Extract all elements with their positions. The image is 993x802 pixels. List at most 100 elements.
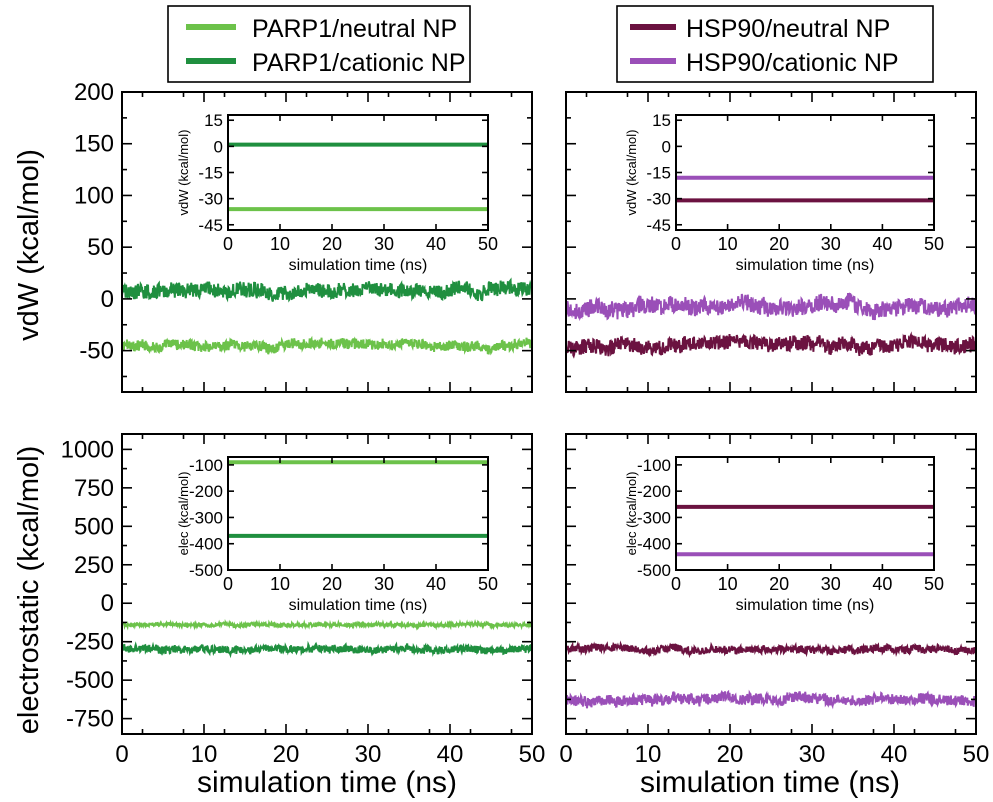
inset-y-tick-label: -15 xyxy=(198,164,223,183)
inset-xlabel: simulation time (ns) xyxy=(289,597,428,614)
inset-y-tick-label: 0 xyxy=(214,137,223,156)
inset-x-tick-label: 30 xyxy=(821,574,841,594)
inset-y-tick-label: -200 xyxy=(189,482,223,501)
x-tick-label: 20 xyxy=(717,741,744,768)
inset-x-tick-label: 40 xyxy=(872,234,892,254)
inset-ylabel: elec (kcal/mol) xyxy=(176,472,191,556)
inset-background xyxy=(228,115,488,230)
inset-y-tick-label: -500 xyxy=(189,561,223,580)
inset-x-tick-label: 0 xyxy=(223,234,233,254)
inset-y-tick-label: -400 xyxy=(637,535,671,554)
xlabel-right: simulation time (ns) xyxy=(640,766,900,799)
inset-ylabel: elec (kcal/mol) xyxy=(624,472,639,556)
y-tick-label: 100 xyxy=(74,182,114,209)
inset-x-tick-label: 30 xyxy=(374,234,394,254)
xlabel-left: simulation time (ns) xyxy=(197,766,457,799)
x-tick-label: 0 xyxy=(115,741,128,768)
inset-background xyxy=(676,457,934,570)
x-tick-label: 30 xyxy=(799,741,826,768)
panel-vdw-hsp90: 0 10 20 30 40 50 -45 -30 -15 0 15 simulation time (… xyxy=(565,91,977,393)
inset-y-tick-label: 0 xyxy=(662,137,671,156)
inset-vdw-parp1: 0 10 20 30 40 50 -45 -30 -15 0 15 simulation time (… xyxy=(176,111,498,274)
legend-label-parp1-cationic: PARP1/cationic NP xyxy=(252,49,466,77)
y-tick-label: 0 xyxy=(101,286,114,313)
panel-vdw-parp1: -50 0 50 100 150 200 0 10 20 30 40 50 -45 -30 -15 0 15 si… xyxy=(74,79,533,393)
inset-ylabel: vdW (kcal/mol) xyxy=(176,130,191,216)
series-line-parp1-neutral xyxy=(121,335,533,356)
y-tick-label: 1000 xyxy=(61,436,114,463)
inset-x-tick-label: 0 xyxy=(223,574,233,594)
inset-x-tick-label: 10 xyxy=(270,234,290,254)
inset-elec-hsp90: 0 10 20 30 40 50 -500 -400 -300 -200 -100 simulatio… xyxy=(624,456,944,614)
inset-x-tick-label: 10 xyxy=(270,574,290,594)
panel-elec-hsp90: 0 10 20 30 40 50 0 10 20 30 40 50 -500 -400 -300 -200 -1… xyxy=(559,433,989,768)
y-tick-label: 500 xyxy=(74,513,114,540)
inset-x-tick-label: 20 xyxy=(322,234,342,254)
series-line-parp1-cationic xyxy=(121,640,533,659)
legend-right: HSP90/neutral NP HSP90/cationic NP xyxy=(616,5,934,83)
y-tick-label: -750 xyxy=(66,706,114,733)
inset-y-tick-label: -100 xyxy=(189,456,223,475)
series-line-hsp90-neutral xyxy=(565,331,977,359)
legend-right-box xyxy=(616,5,934,83)
inset-background xyxy=(228,457,488,570)
y-tick-label: 0 xyxy=(101,590,114,617)
inset-x-tick-label: 20 xyxy=(769,234,789,254)
inset-frame xyxy=(675,456,935,571)
axes-frame xyxy=(565,91,977,393)
y-tick-label: 750 xyxy=(74,475,114,502)
inset-y-tick-label: 15 xyxy=(204,111,223,130)
series-line-hsp90-cationic xyxy=(565,292,977,322)
series-line-hsp90-cationic xyxy=(565,689,977,710)
inset-x-tick-label: 40 xyxy=(426,234,446,254)
row-label-vdw: vdW (kcal/mol) xyxy=(13,149,45,341)
y-tick-label: 150 xyxy=(74,131,114,158)
inset-x-tick-label: 50 xyxy=(478,234,498,254)
inset-y-tick-label: -30 xyxy=(646,190,671,209)
x-tick-label: 20 xyxy=(273,741,300,768)
inset-x-tick-label: 40 xyxy=(426,574,446,594)
x-tick-label: 10 xyxy=(191,741,218,768)
y-tick-label: -250 xyxy=(66,629,114,656)
inset-frame xyxy=(227,456,489,571)
inset-x-tick-label: 20 xyxy=(322,574,342,594)
inset-y-tick-label: 15 xyxy=(652,111,671,130)
inset-elec-parp1: 0 10 20 30 40 50 -500 -400 -300 -200 -100 simulatio… xyxy=(176,456,498,614)
x-tick-label: 30 xyxy=(355,741,382,768)
inset-y-tick-label: -500 xyxy=(637,561,671,580)
inset-y-tick-label: -300 xyxy=(637,508,671,527)
inset-y-tick-label: -100 xyxy=(637,456,671,475)
inset-x-tick-label: 40 xyxy=(872,574,892,594)
inset-y-tick-label: -200 xyxy=(637,482,671,501)
y-tick-label: 250 xyxy=(74,552,114,579)
inset-x-tick-label: 30 xyxy=(821,234,841,254)
y-tick-label: 200 xyxy=(74,79,114,106)
inset-x-tick-label: 30 xyxy=(374,574,394,594)
inset-xlabel: simulation time (ns) xyxy=(736,257,875,274)
axes-frame xyxy=(121,91,533,393)
inset-x-tick-label: 0 xyxy=(671,234,681,254)
y-tick-label: 50 xyxy=(87,234,114,261)
x-tick-label: 50 xyxy=(519,741,546,768)
row-label-electrostatic: electrostatic (kcal/mol) xyxy=(13,446,45,734)
inset-y-tick-label: -15 xyxy=(646,164,671,183)
series-line-hsp90-neutral xyxy=(565,640,977,659)
inset-ylabel: vdW (kcal/mol) xyxy=(624,130,639,216)
inset-x-tick-label: 10 xyxy=(718,574,738,594)
legend-left: PARP1/neutral NP PARP1/cationic NP xyxy=(167,5,471,83)
inset-x-tick-label: 0 xyxy=(671,574,681,594)
legend-label-hsp90-neutral: HSP90/neutral NP xyxy=(686,15,890,43)
inset-xlabel: simulation time (ns) xyxy=(289,257,428,274)
inset-x-tick-label: 50 xyxy=(924,234,944,254)
inset-x-tick-label: 20 xyxy=(769,574,789,594)
legend-label-hsp90-cationic: HSP90/cationic NP xyxy=(686,49,899,77)
x-tick-label: 10 xyxy=(635,741,662,768)
inset-y-tick-label: -30 xyxy=(198,190,223,209)
inset-x-tick-label: 50 xyxy=(924,574,944,594)
series-line-parp1-neutral xyxy=(121,618,533,631)
series-line-parp1-cationic xyxy=(121,277,533,303)
legend-left-box xyxy=(167,5,471,83)
inset-y-tick-label: -45 xyxy=(198,216,223,235)
